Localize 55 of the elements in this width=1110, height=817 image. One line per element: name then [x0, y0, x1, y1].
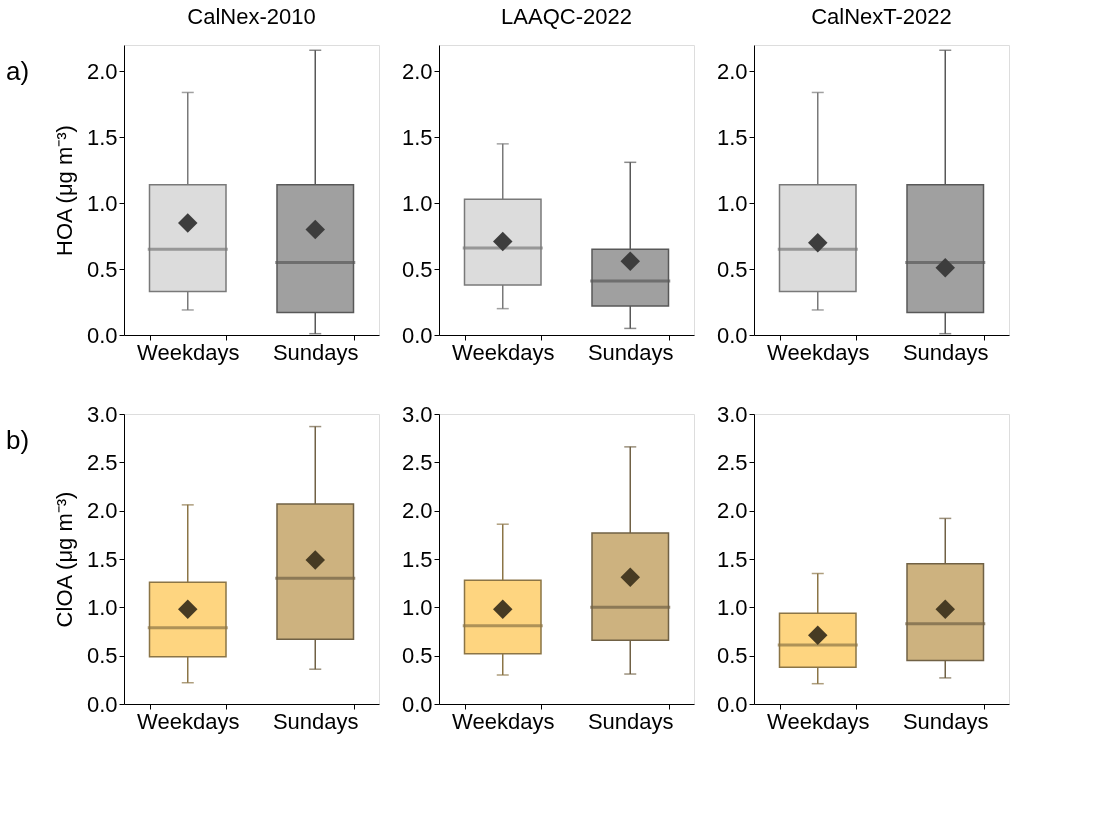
text: b) [6, 425, 30, 455]
text: a) [6, 56, 30, 86]
x-tick-label: Sundays [587, 339, 674, 365]
chart-title: CalNexT-2022 [811, 4, 952, 29]
y-tick-label: 1.0 [716, 190, 748, 216]
x-tick-label: Sundays [272, 708, 359, 734]
y-tick-label: 3.0 [86, 401, 118, 427]
y-tick-label: 3.0 [716, 401, 748, 427]
y-tick-label: 1.5 [401, 546, 433, 572]
y-tick-label: 0.0 [401, 322, 433, 348]
y-tick-label: 1.0 [401, 594, 433, 620]
chart-title: CalNex-2010 [187, 4, 316, 29]
y-tick-label: 1.0 [86, 594, 118, 620]
x-tick-label: Sundays [272, 339, 359, 365]
y-tick-label: 3.0 [401, 401, 433, 427]
y-tick-label: 1.0 [716, 594, 748, 620]
y-tick-label: 2.5 [86, 449, 118, 475]
y-tick-label: 2.5 [716, 449, 748, 475]
y-tick-label: 1.0 [401, 190, 433, 216]
y-tick-label: 2.0 [401, 498, 433, 524]
y-tick-label: 0.0 [716, 691, 748, 717]
y-tick-label: 1.5 [716, 124, 748, 150]
y-tick-label: 2.0 [716, 58, 748, 84]
y-tick-label: 0.5 [401, 643, 433, 669]
y-tick-label: 0.5 [86, 256, 118, 282]
y-axis-title: ClOA (μg m⁻³) [51, 491, 77, 628]
x-tick-label: Weekdays [767, 339, 870, 365]
x-tick-label: Weekdays [137, 339, 240, 365]
y-tick-label: 1.5 [716, 546, 748, 572]
x-tick-label: Weekdays [767, 708, 870, 734]
y-tick-label: 0.5 [86, 643, 118, 669]
x-tick-label: Sundays [902, 708, 989, 734]
y-tick-label: 0.0 [86, 691, 118, 717]
y-tick-label: 0.0 [401, 691, 433, 717]
x-tick-label: Sundays [902, 339, 989, 365]
y-tick-label: 0.5 [716, 643, 748, 669]
x-tick-label: Weekdays [452, 708, 555, 734]
y-axis-title: HOA (μg m⁻³) [51, 125, 77, 256]
y-tick-label: 1.5 [86, 546, 118, 572]
y-tick-label: 1.5 [401, 124, 433, 150]
y-tick-label: 1.0 [86, 190, 118, 216]
x-tick-label: Sundays [587, 708, 674, 734]
y-tick-label: 2.5 [401, 449, 433, 475]
x-tick-label: Weekdays [137, 708, 240, 734]
y-tick-label: 0.5 [716, 256, 748, 282]
y-tick-label: 0.0 [86, 322, 118, 348]
y-tick-label: 0.0 [716, 322, 748, 348]
y-tick-label: 2.0 [401, 58, 433, 84]
y-tick-label: 1.5 [86, 124, 118, 150]
y-tick-label: 0.5 [401, 256, 433, 282]
x-tick-label: Weekdays [452, 339, 555, 365]
chart-title: LAAQC-2022 [501, 4, 632, 29]
y-tick-label: 2.0 [716, 498, 748, 524]
y-tick-label: 2.0 [86, 58, 118, 84]
y-tick-label: 2.0 [86, 498, 118, 524]
